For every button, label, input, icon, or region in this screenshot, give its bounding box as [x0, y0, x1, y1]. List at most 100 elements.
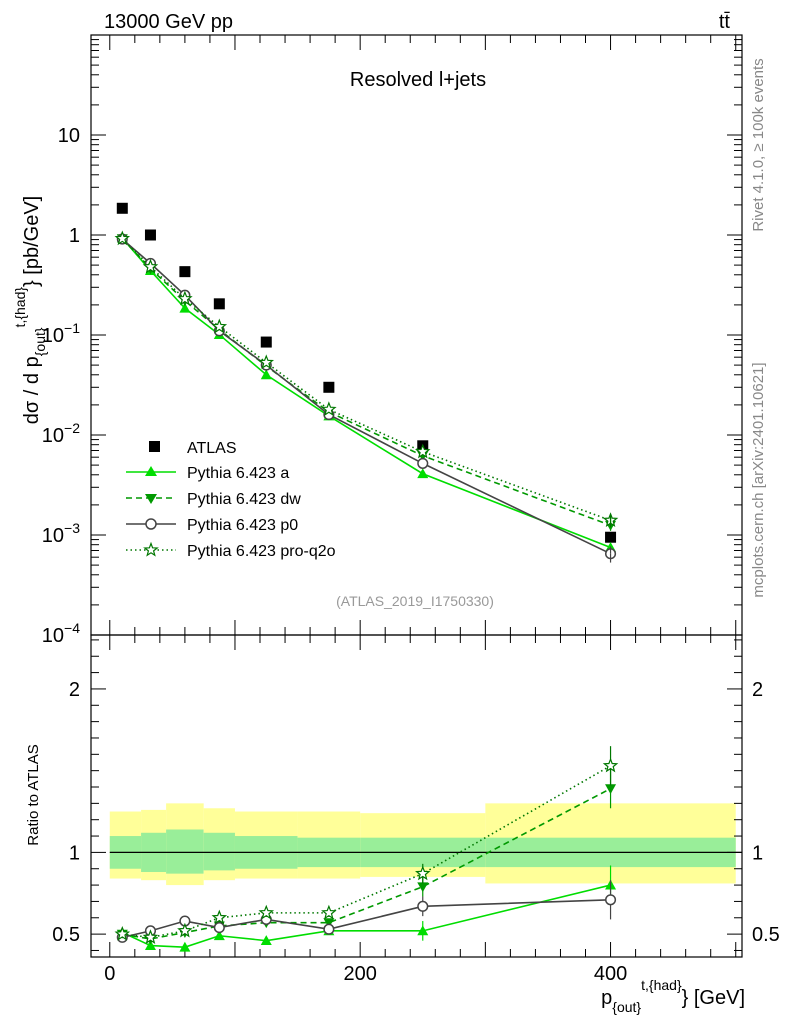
main-y-tick-label: 10 — [58, 125, 80, 147]
ratio-ylabel: Ratio to ATLAS — [25, 744, 42, 845]
ratio-x-tick-label: 0 — [104, 963, 115, 985]
main-y-tick-label: 1 — [69, 225, 80, 247]
ratio-point-pythia-6-423-pro-q2o — [211, 909, 228, 925]
rivet-label: Rivet 4.1.0, ≥ 100k events — [750, 58, 767, 231]
energy-label: 13000 GeV pp — [104, 11, 233, 33]
ratio-xlabel-main: p — [601, 987, 612, 1009]
ratio-point-pythia-6-423-a — [144, 940, 156, 950]
ratio-band-inner — [166, 829, 204, 874]
main-ylabel-unit: } [pb/GeV] — [21, 196, 43, 287]
main-y-tick-base: 10 — [42, 425, 64, 447]
main-y-tick-base: 10 — [42, 525, 64, 547]
main-line-pythia-6-423-dw — [121, 238, 611, 527]
main-point-pythia-6-423-pro-q2o — [211, 318, 228, 334]
ratio-point-pythia-6-423-p0 — [323, 923, 335, 935]
main-point-pythia-6-423-a — [417, 468, 429, 479]
main-point-pythia-6-423-a — [179, 302, 191, 313]
main-y-tick-label: 10−1 — [42, 320, 80, 347]
main-y-tick-exp: −3 — [64, 520, 80, 536]
main-point-pythia-6-423-pro-q2o — [142, 258, 159, 274]
main-series-pythia-6-423-dw — [116, 234, 617, 531]
main-point-pythia-6-423-pro-q2o — [114, 230, 131, 246]
legend-item-pythia-a: Pythia 6.423 a — [126, 465, 289, 482]
ratio-y-tick-labels: 0.5 0.5 1 1 2 2 — [52, 679, 780, 946]
ratio-panel: 0.5 0.5 1 1 2 2 0 200 400 Ratio to ATLAS p{out}… — [25, 634, 780, 1015]
main-ylabel-sub: {out} — [32, 327, 48, 356]
main-ylabel-main: dσ / d p — [21, 356, 43, 424]
svg-text:dσ / d p{out}t,{had}} [pb/GeV]: dσ / d p{out}t,{had}} [pb/GeV] — [12, 196, 48, 424]
ratio-point-pythia-6-423-dw — [605, 784, 617, 795]
legend-a-label: Pythia 6.423 a — [187, 465, 289, 482]
ratio-point-pythia-6-423-pro-q2o — [142, 929, 159, 944]
main-y-tick-label: 10−4 — [42, 620, 80, 647]
legend-item-pythia-pro-q2o: Pythia 6.423 pro-q2o — [126, 541, 336, 560]
main-point-pythia-6-423-a — [260, 369, 272, 380]
legend: ATLAS Pythia 6.423 a Pythia 6.423 dw Pyt… — [126, 440, 336, 560]
legend-atlas-label: ATLAS — [187, 440, 237, 457]
legend-item-pythia-dw: Pythia 6.423 dw — [126, 491, 301, 508]
legend-q2o-label: Pythia 6.423 pro-q2o — [187, 543, 336, 560]
main-title: Resolved l+jets — [350, 69, 486, 91]
ratio-point-pythia-6-423-a — [260, 935, 272, 946]
main-axis-ticks — [91, 35, 742, 636]
ratio-line-pythia-6-423-p0 — [122, 898, 611, 939]
ratio-point-pythia-6-423-pro-q2o — [177, 922, 193, 938]
ratio-x-tick-labels: 0 200 400 — [104, 963, 627, 985]
ratio-point-pythia-6-423-pro-q2o — [415, 865, 431, 881]
ratio-band-inner — [203, 832, 235, 871]
main-y-tick-label: 10−2 — [42, 420, 80, 447]
main-line-pythia-6-423-a — [121, 237, 611, 549]
ratio-y-tick-label-right: 1 — [752, 842, 763, 864]
legend-a-marker — [145, 466, 157, 476]
legend-p0-label: Pythia 6.423 p0 — [187, 517, 298, 534]
main-point-atlas — [144, 229, 156, 241]
ratio-series-group — [114, 746, 619, 952]
legend-q2o-marker — [143, 541, 159, 557]
ratio-point-pythia-6-423-p0 — [213, 922, 225, 934]
main-point-pythia-6-423-pro-q2o — [177, 290, 193, 306]
main-y-tick-exp: −1 — [64, 320, 80, 336]
svg-text:p{out}t,{had}} [GeV]: p{out}t,{had}} [GeV] — [601, 977, 745, 1015]
main-point-atlas — [213, 298, 225, 310]
legend-item-atlas: ATLAS — [149, 440, 237, 457]
ratio-point-pythia-6-423-pro-q2o — [321, 904, 337, 920]
ratio-line-pythia-6-423-dw — [122, 787, 611, 940]
main-y-tick-base: 10 — [58, 125, 80, 147]
legend-dw-marker — [145, 494, 157, 504]
main-point-pythia-6-423-pro-q2o — [321, 401, 337, 417]
ratio-xlabel-sup: t,{had} — [641, 977, 682, 993]
main-series-group — [114, 202, 619, 563]
main-y-tick-base: 1 — [69, 225, 80, 247]
main-ylabel: dσ / d p{out}t,{had}} [pb/GeV] — [12, 196, 48, 424]
ratio-y-tick-label-left: 0.5 — [52, 924, 80, 946]
ratio-point-pythia-6-423-pro-q2o — [602, 757, 619, 773]
main-point-pythia-6-423-p0 — [417, 457, 429, 469]
main-point-atlas — [116, 202, 128, 214]
ratio-series-pythia-6-423-p0 — [116, 880, 617, 943]
ratio-series-pythia-6-423-pro-q2o — [114, 746, 619, 944]
ratio-point-pythia-6-423-dw — [323, 918, 335, 929]
source-label: mcplots.cern.ch [arXiv:2401.10621] — [750, 362, 767, 597]
main-point-atlas — [260, 336, 272, 348]
legend-item-pythia-p0: Pythia 6.423 p0 — [126, 517, 298, 534]
main-point-pythia-6-423-pro-q2o — [415, 443, 431, 459]
main-y-tick-label: 10−3 — [42, 520, 80, 547]
ratio-point-pythia-6-423-p0 — [604, 894, 617, 906]
ratio-point-pythia-6-423-p0 — [417, 900, 429, 912]
main-y-tick-exp: −2 — [64, 420, 80, 436]
main-y-tick-base: 10 — [42, 325, 64, 347]
ratio-line-pythia-6-423-a — [121, 884, 611, 948]
main-y-tick-exp: −4 — [64, 620, 80, 636]
ratio-point-pythia-6-423-a — [417, 925, 429, 936]
ratio-point-pythia-6-423-a — [213, 930, 225, 941]
ratio-point-pythia-6-423-pro-q2o — [258, 904, 275, 920]
process-label: tt̄ — [719, 11, 731, 33]
main-y-tick-base: 10 — [42, 625, 64, 647]
main-point-atlas — [179, 266, 191, 278]
ratio-xlabel-sub: {out} — [612, 999, 641, 1015]
legend-p0-marker — [145, 518, 157, 530]
main-ylabel-sup: t,{had} — [12, 287, 28, 328]
